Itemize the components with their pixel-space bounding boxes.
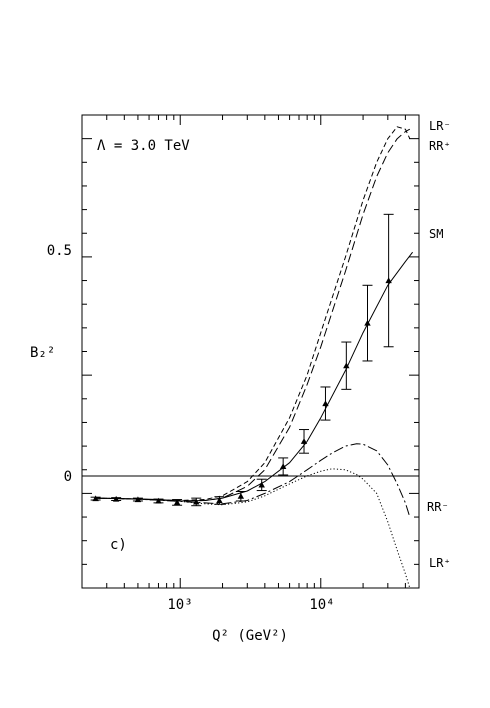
series-line-1 xyxy=(95,128,411,502)
data-point-triangle xyxy=(112,495,120,502)
data-point-triangle xyxy=(385,277,392,284)
y-tick-label-0: 0 xyxy=(64,469,72,485)
data-point-triangle xyxy=(237,493,245,499)
data-point-triangle xyxy=(364,319,371,326)
y-tick-label-0.5: 0.5 xyxy=(47,243,72,259)
data-point-triangle xyxy=(343,362,350,369)
data-point-triangle xyxy=(258,481,265,488)
series-line-3 xyxy=(95,443,411,518)
data-point-triangle xyxy=(193,498,200,505)
panel-label: c) xyxy=(110,537,127,553)
data-point-triangle xyxy=(92,495,99,502)
series-curves xyxy=(95,126,413,589)
series-label-lr-minus: LR⁻ xyxy=(429,119,451,133)
data-points xyxy=(90,213,394,507)
series-line-2 xyxy=(95,251,413,502)
data-point-triangle xyxy=(300,438,308,444)
x-ticks xyxy=(81,115,420,588)
series-label-rr-minus: RR⁻ xyxy=(427,500,449,514)
data-point-triangle xyxy=(173,499,181,505)
series-line-0 xyxy=(95,126,411,501)
data-point-triangle xyxy=(155,497,162,504)
series-label-rr-plus: RR⁺ xyxy=(429,139,451,153)
x-axis-label: Q² (GeV²) xyxy=(212,628,288,644)
lambda-annotation: Λ = 3.0 TeV xyxy=(97,138,190,154)
series-line-4 xyxy=(95,468,411,589)
y-axis-label: B₂² xyxy=(30,345,55,361)
series-label-lr-plus: LR⁺ xyxy=(429,556,451,570)
x-tick-label-1e4: 10⁴ xyxy=(309,597,334,613)
data-point-triangle xyxy=(134,496,142,503)
series-label-sm: SM xyxy=(429,227,443,241)
data-point-triangle xyxy=(322,400,329,407)
data-point-triangle xyxy=(279,463,287,469)
data-point-triangle xyxy=(216,497,223,504)
plot-frame xyxy=(81,114,420,589)
x-tick-label-1e3: 10³ xyxy=(167,597,192,613)
y-ticks xyxy=(82,114,419,589)
